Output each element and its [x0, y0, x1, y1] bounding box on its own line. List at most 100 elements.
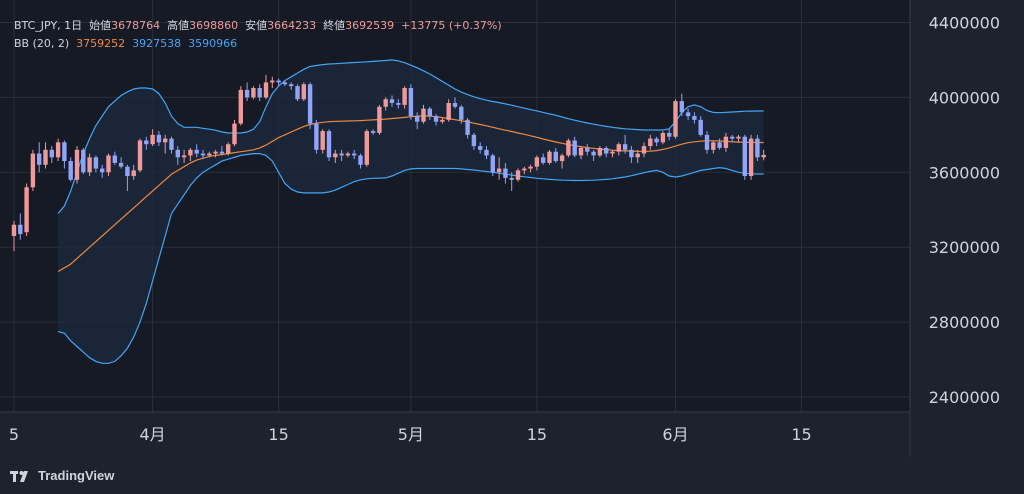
- candle-17: [118, 157, 124, 169]
- candle-body: [364, 131, 369, 165]
- candle-body: [37, 153, 42, 165]
- bb-upper-value: 3927538: [132, 37, 182, 50]
- candle-49: [320, 129, 325, 154]
- y-tick-label-0: 2400000: [929, 388, 1000, 407]
- candle-body: [711, 142, 716, 150]
- candle-body: [377, 106, 382, 133]
- candle-94: [604, 146, 609, 158]
- candle-body: [723, 136, 729, 148]
- candle-body: [169, 138, 174, 150]
- price-axis[interactable]: 2400000 2800000 3200000 3600000 4000000 44000…: [929, 13, 1000, 407]
- candle-2: [24, 183, 29, 236]
- candle-112: [717, 138, 722, 150]
- candle-101: [648, 134, 653, 150]
- candle-65: [421, 104, 426, 124]
- candle-body: [163, 138, 168, 143]
- candle-body: [736, 136, 741, 139]
- candle-24: [163, 134, 168, 154]
- candle-body: [125, 166, 130, 177]
- candle-body: [289, 84, 294, 87]
- candle-74: [478, 142, 483, 154]
- candle-body: [307, 84, 313, 124]
- candle-108: [692, 112, 697, 124]
- candlestick-series: [11, 74, 766, 251]
- change-value: +13775 (+0.37%): [401, 19, 502, 32]
- candle-body: [358, 155, 363, 165]
- candle-body: [654, 138, 659, 143]
- candle-body: [547, 151, 552, 163]
- candle-body: [156, 134, 162, 143]
- candle-27: [181, 149, 187, 163]
- candle-body: [635, 153, 640, 158]
- candle-body: [131, 170, 136, 177]
- candle-body: [534, 157, 540, 167]
- candle-39: [257, 84, 262, 102]
- open-label: 始値: [89, 19, 112, 32]
- candle-body: [150, 134, 155, 145]
- candle-body: [106, 155, 111, 173]
- candle-5: [43, 142, 48, 169]
- candle-body: [673, 101, 678, 137]
- candle-107: [685, 108, 691, 120]
- brand-name: TradingView: [38, 468, 115, 483]
- candle-body: [93, 157, 99, 169]
- candle-body: [421, 108, 426, 122]
- candle-body: [742, 136, 747, 177]
- candle-99: [635, 149, 640, 163]
- x-tick-label-2: 15: [268, 425, 288, 444]
- candle-body: [339, 153, 344, 156]
- candle-body: [326, 131, 332, 158]
- candle-19: [131, 164, 136, 180]
- candle-118: [755, 134, 760, 162]
- candle-114: [730, 134, 735, 143]
- candle-body: [459, 106, 464, 120]
- candle-body: [484, 149, 489, 156]
- candle-48: [314, 119, 319, 154]
- candle-body: [301, 84, 306, 100]
- candle-6: [49, 146, 54, 163]
- candle-body: [572, 140, 577, 156]
- time-axis[interactable]: 5 4月 15 5月 15 6月 15: [9, 425, 812, 444]
- x-tick-label-6: 15: [791, 425, 811, 444]
- candle-body: [408, 88, 414, 117]
- candle-26: [175, 146, 180, 165]
- x-tick-label-1: 4月: [140, 425, 166, 444]
- candle-16: [112, 151, 117, 165]
- interval-label: 1日: [64, 19, 83, 32]
- candle-body: [522, 168, 527, 171]
- candle-15: [106, 153, 111, 177]
- candle-body: [144, 140, 149, 145]
- candle-body: [667, 132, 672, 137]
- tradingview-logo[interactable]: TradingView: [10, 468, 114, 483]
- candle-78: [503, 162, 508, 184]
- candle-body: [755, 138, 760, 158]
- candle-56: [364, 129, 369, 167]
- y-tick-label-1: 2800000: [929, 313, 1000, 332]
- candle-body: [276, 80, 281, 83]
- y-tick-label-5: 4400000: [929, 13, 1000, 32]
- candle-body: [648, 138, 653, 147]
- candle-body: [478, 146, 483, 150]
- candle-33: [219, 146, 225, 156]
- candle-91: [585, 144, 590, 156]
- candle-82: [528, 164, 533, 173]
- candle-84: [541, 153, 546, 165]
- candle-105: [673, 99, 678, 139]
- candle-body: [257, 88, 262, 98]
- candle-30: [200, 149, 206, 160]
- bb-label: BB (20, 2): [14, 37, 70, 50]
- candle-body: [43, 149, 48, 165]
- candle-79: [509, 172, 514, 192]
- candle-body: [679, 101, 684, 113]
- candle-1: [18, 213, 23, 240]
- bb-lower-value: 3590966: [188, 37, 238, 50]
- candle-body: [200, 153, 206, 156]
- candle-body: [226, 144, 231, 154]
- candle-45: [295, 84, 300, 102]
- candle-67: [433, 114, 439, 126]
- candle-body: [232, 123, 237, 145]
- candle-0: [11, 220, 17, 251]
- candle-body: [427, 108, 432, 117]
- x-tick-label-3: 5月: [398, 425, 424, 444]
